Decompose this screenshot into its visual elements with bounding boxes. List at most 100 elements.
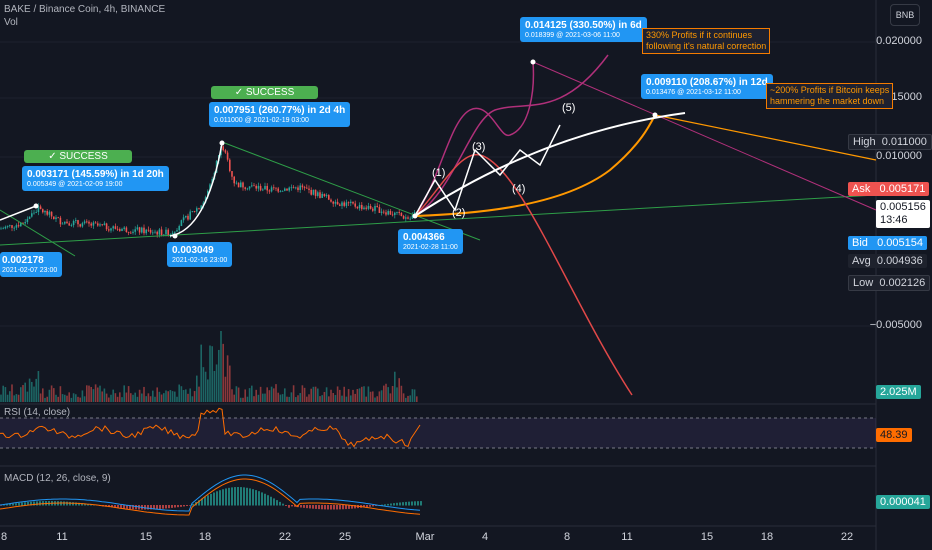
candle-body (299, 185, 301, 191)
candle-body (341, 202, 343, 206)
candle-body (90, 223, 92, 226)
volume-bar (55, 394, 57, 402)
candle-body (257, 185, 260, 189)
volume-bar (20, 387, 22, 402)
volume-bar (220, 330, 222, 402)
candle-body (310, 189, 312, 195)
volume-bar (136, 396, 139, 402)
time-tick: 8 (0, 531, 8, 543)
macd-histogram-bar (201, 498, 203, 506)
volume-bar (251, 385, 253, 402)
volume-bar (306, 396, 308, 402)
volume-bar (297, 395, 299, 402)
volume-value-tag: 2.025M (876, 385, 921, 399)
candle-body (295, 187, 297, 189)
volume-bars (0, 330, 418, 402)
macd-histogram-bar (78, 502, 80, 506)
macd-histogram-bar (153, 505, 155, 510)
volume-bar (79, 397, 81, 402)
wave-label-2: (2) (452, 207, 466, 219)
candle-body (191, 211, 194, 212)
macd-histogram-bar (264, 493, 266, 506)
macd-histogram-bar (231, 487, 233, 506)
magenta-projection (414, 54, 609, 217)
macd-histogram-bar (393, 503, 395, 506)
volume-bar (130, 393, 132, 402)
candle-body (130, 232, 132, 234)
candle-body (57, 217, 59, 219)
candle-body (266, 185, 268, 191)
candle-body (292, 187, 295, 189)
macd-histogram-bar (288, 505, 290, 508)
volume-bar (4, 387, 7, 402)
target1-callout: 0.014125 (330.50%) in 6d 0.018399 @ 2021-… (520, 17, 647, 42)
volume-bar (105, 393, 108, 402)
macd-histogram-bar (402, 502, 404, 506)
macd-label: MACD (12, 26, close, 9) (4, 473, 111, 484)
volume-bar (383, 385, 385, 402)
volume-bar (270, 386, 273, 402)
volume-bar (15, 394, 18, 402)
volume-bar (86, 385, 88, 402)
candle-body (134, 229, 136, 232)
volume-bar (222, 343, 224, 402)
price-tick: −0.005000 (869, 319, 922, 331)
macd-histogram-bar (3, 504, 5, 506)
volume-bar (108, 397, 110, 402)
volume-bar (31, 381, 33, 402)
volume-bar (290, 392, 293, 402)
macd-histogram-bar (417, 501, 419, 506)
candle-body (369, 205, 372, 209)
volume-bar (281, 394, 284, 402)
currency-badge[interactable]: BNB (890, 4, 920, 26)
candle-body (39, 206, 42, 210)
volume-bar (339, 389, 341, 402)
volume-bar (50, 385, 53, 402)
volume-bar (39, 393, 42, 402)
macd-histogram-bar (30, 501, 32, 506)
volume-bar (99, 385, 101, 402)
candle-body (55, 217, 57, 220)
macd-histogram-bar (81, 503, 83, 506)
volume-bar (242, 397, 244, 402)
macd-histogram-bar (123, 505, 125, 509)
macd-histogram-bar (225, 488, 227, 506)
price-tick: 0.020000 (876, 35, 922, 47)
macd-histogram-bar (399, 502, 401, 506)
candle-body (178, 226, 180, 231)
candle-body (158, 229, 161, 235)
macd-histogram-bar (408, 501, 410, 506)
volume-bar (385, 383, 387, 402)
candle-body (268, 190, 271, 192)
volume-bar (207, 379, 209, 402)
macd-pane (0, 474, 422, 516)
macd-histogram-bar (252, 489, 254, 506)
volume-bar (145, 396, 147, 402)
volume-bar (77, 396, 79, 402)
volume-bar (59, 386, 62, 402)
volume-bar (81, 390, 84, 402)
candle-body (156, 231, 158, 235)
volume-bar (83, 396, 86, 402)
candle-body (319, 192, 321, 198)
candle-body (246, 188, 249, 190)
volume-bar (13, 395, 15, 402)
candle-body (242, 182, 244, 188)
volume-bar (275, 384, 277, 402)
candle-body (15, 225, 18, 228)
candle-body (226, 152, 229, 160)
macd-histogram-bar (390, 503, 392, 506)
candle-body (141, 227, 143, 233)
candle-body (9, 225, 11, 226)
macd-histogram-bar (210, 493, 212, 506)
volume-bar (292, 385, 295, 402)
volume-bar (248, 388, 251, 402)
macd-histogram-bar (216, 491, 218, 506)
rsi-band (0, 418, 876, 448)
time-tick: 18 (198, 531, 212, 543)
candle-body (24, 222, 26, 224)
macd-histogram-bar (348, 505, 350, 509)
macd-signal-line (0, 478, 421, 516)
projection-line (532, 61, 877, 211)
